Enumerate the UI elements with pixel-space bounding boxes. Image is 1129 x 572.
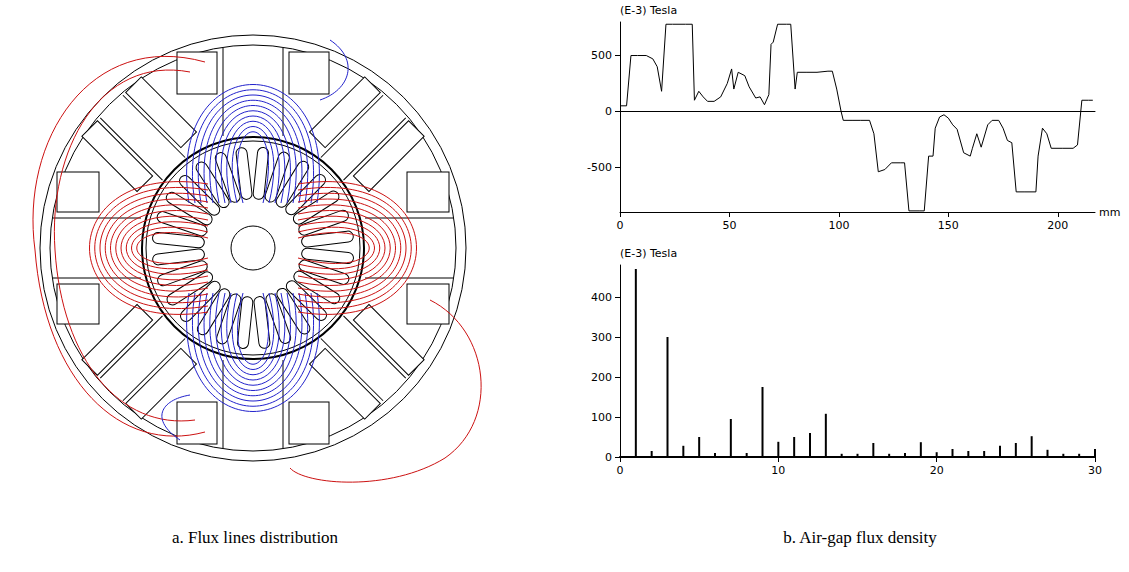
svg-text:10: 10 — [771, 464, 785, 477]
svg-text:400: 400 — [591, 291, 612, 304]
svg-text:50: 50 — [722, 219, 736, 232]
svg-text:300: 300 — [591, 331, 612, 344]
svg-text:100: 100 — [591, 411, 612, 424]
svg-text:0: 0 — [617, 219, 624, 232]
svg-text:30: 30 — [1088, 464, 1102, 477]
svg-text:-500: -500 — [587, 161, 612, 174]
svg-text:0: 0 — [605, 451, 612, 464]
svg-text:20: 20 — [930, 464, 944, 477]
svg-text:200: 200 — [1047, 219, 1068, 232]
svg-text:(E-3) Tesla: (E-3) Tesla — [620, 4, 677, 17]
svg-text:100: 100 — [828, 219, 849, 232]
svg-text:0: 0 — [605, 105, 612, 118]
svg-text:200: 200 — [591, 371, 612, 384]
svg-text:(E-3) Tesla: (E-3) Tesla — [620, 247, 677, 260]
svg-text:mm: mm — [1099, 206, 1120, 219]
svg-text:0: 0 — [617, 464, 624, 477]
html-text:a. Flux lines distribution: a. Flux lines distribution — [171, 528, 339, 547]
svg-text:500: 500 — [591, 49, 612, 62]
html-text:b. Air-gap flux density: b. Air-gap flux density — [783, 528, 937, 547]
svg-text:150: 150 — [938, 219, 959, 232]
